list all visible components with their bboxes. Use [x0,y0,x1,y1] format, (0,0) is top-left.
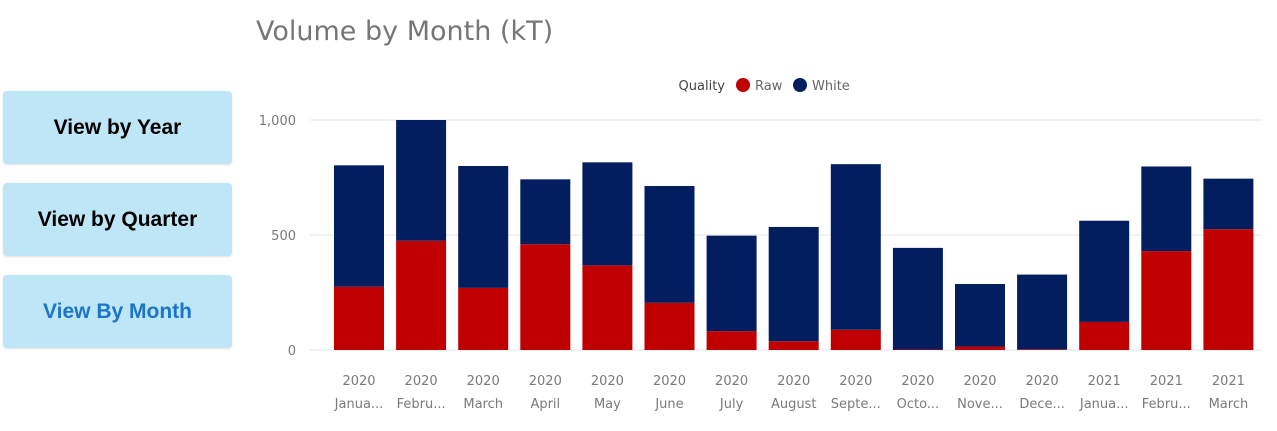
bar-raw [396,240,447,350]
bar-white [582,162,633,266]
bar-raw [644,302,695,350]
legend-label-raw: Raw [755,79,783,94]
x-tick-label-month: March [463,397,503,412]
x-tick-label-year: 2020 [653,374,686,389]
legend-title: Quality [679,79,726,94]
x-tick-label-year: 2021 [1088,374,1121,389]
x-tick-label-month: Septe... [831,397,881,412]
x-tick-label-year: 2020 [467,374,500,389]
x-tick-label-month: August [771,397,817,412]
bar-white [1079,220,1130,322]
x-tick-label-month: May [594,397,621,412]
bar-raw [955,346,1005,350]
bar-white [520,179,571,245]
x-tick-label-year: 2020 [901,374,934,389]
x-tick-label-month: April [530,397,560,412]
bar-raw [458,287,509,350]
x-tick-label-year: 2020 [777,374,810,389]
bar-white [892,247,943,350]
bar-raw [830,329,881,350]
x-tick-label-month: Dece... [1019,397,1065,412]
chart-title: Volume by Month (kT) [256,16,554,47]
x-tick-label-month: Janua... [1079,397,1129,412]
bar-raw [1017,349,1068,350]
x-tick-label-month: Janua... [334,397,384,412]
bar-white [458,166,509,288]
x-tick-label-month: July [719,397,744,412]
x-tick-label-month: Octo... [897,397,940,412]
bar-white [706,235,757,332]
bar-white [768,226,819,342]
x-tick-label-year: 2020 [591,374,624,389]
x-tick-label-year: 2020 [839,374,872,389]
x-tick-label-year: 2020 [715,374,748,389]
legend-label-white: White [812,79,850,94]
x-tick-label-month: Nove... [957,397,1003,412]
bar-white [644,186,695,303]
bar-raw [334,286,384,350]
y-tick-label: 1,000 [259,114,296,129]
bar-white [1203,178,1254,230]
view-by-month-button[interactable]: View By Month [3,275,232,348]
bar-raw [1141,251,1192,350]
bar-raw [706,331,757,350]
bar-raw [582,265,633,350]
x-tick-label-month: June [654,397,683,412]
x-tick-label-year: 2020 [529,374,562,389]
bar-raw [768,341,819,350]
bar-white [334,165,384,287]
view-by-year-button[interactable]: View by Year [3,91,232,164]
bar-raw [1079,321,1130,350]
x-tick-label-year: 2020 [963,374,996,389]
x-tick-label-month: Febru... [1142,397,1191,412]
view-by-quarter-button[interactable]: View by Quarter [3,183,232,256]
y-tick-label: 500 [271,229,296,244]
legend-marker-raw [736,78,750,92]
y-tick-label: 0 [288,344,296,359]
x-tick-label-month: Febru... [397,397,446,412]
x-tick-label-year: 2020 [342,374,375,389]
bar-raw [1203,229,1254,350]
bar-white [1017,274,1068,350]
x-tick-label-year: 2021 [1150,374,1183,389]
bar-white [830,164,881,330]
x-tick-label-month: March [1209,397,1249,412]
bar-white [396,120,447,241]
x-tick-label-year: 2020 [1026,374,1059,389]
legend-marker-white [793,78,807,92]
bar-white [1141,166,1192,252]
bar-raw [520,244,571,350]
x-tick-label-year: 2021 [1212,374,1245,389]
bar-white [955,283,1005,347]
x-tick-label-year: 2020 [405,374,438,389]
